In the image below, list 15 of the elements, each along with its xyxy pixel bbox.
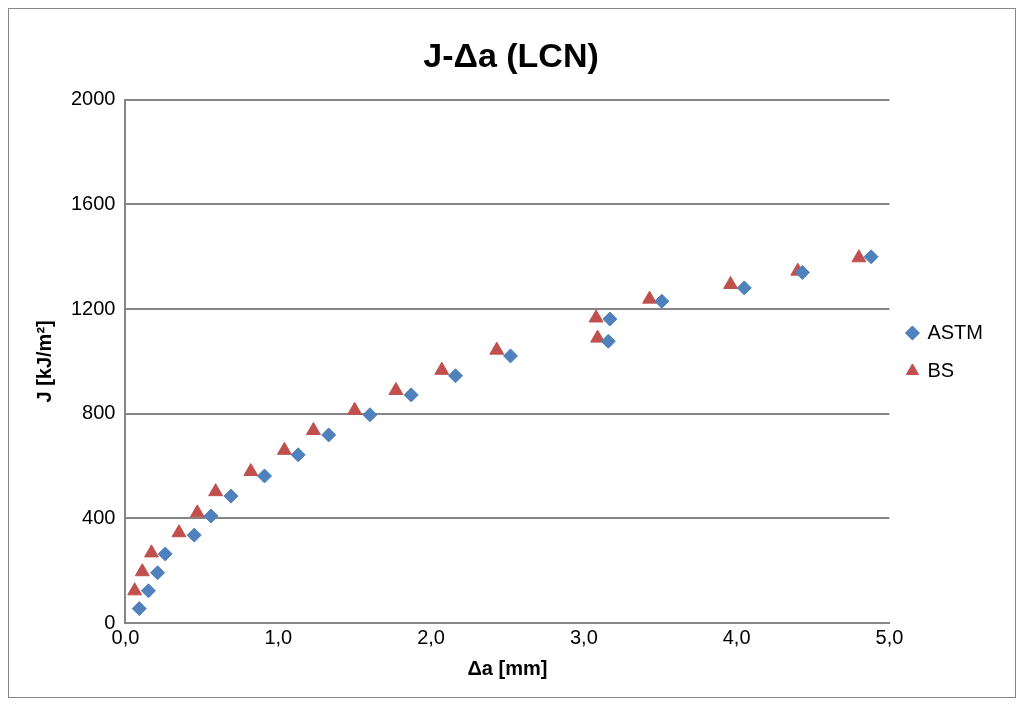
y-axis-title: J [kJ/m²] xyxy=(32,320,55,403)
y-tick-label: 1600 xyxy=(70,191,116,214)
y-tick-label: 400 xyxy=(82,505,116,528)
y-tick-label: 1200 xyxy=(70,296,116,319)
x-tick-label: 5,0 xyxy=(875,625,904,648)
x-tick-label: 4,0 xyxy=(722,625,751,648)
legend-label: BS xyxy=(927,358,955,381)
y-tick-label: 800 xyxy=(82,401,116,424)
x-tick-label: 2,0 xyxy=(417,625,445,648)
chart-title: J-Δa (LCN) xyxy=(423,35,599,74)
y-tick-label: 2000 xyxy=(70,87,116,110)
legend-label: ASTM xyxy=(927,320,984,343)
x-tick-label: 3,0 xyxy=(569,625,598,648)
x-tick-label: 1,0 xyxy=(264,625,293,648)
x-axis-title: Δa [mm] xyxy=(467,656,548,679)
